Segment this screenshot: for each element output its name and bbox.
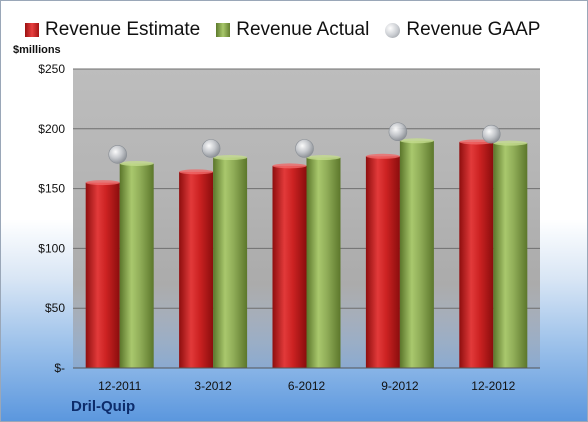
- x-tick-label: 12-2011: [98, 379, 141, 393]
- y-tick-label: $200: [38, 122, 65, 136]
- bar-estimate: [85, 182, 120, 368]
- bar-estimate-cap: [272, 163, 307, 169]
- y-tick-label: $150: [38, 182, 65, 196]
- bar-actual-cap: [306, 155, 341, 161]
- x-tick-label: 12-2012: [471, 379, 515, 393]
- gaap-marker: [108, 145, 127, 164]
- bar-actual: [493, 143, 528, 368]
- bar-actual-cap: [493, 140, 528, 146]
- bar-actual: [119, 163, 154, 368]
- bar-estimate-cap: [179, 169, 214, 175]
- bar-estimate-cap: [85, 180, 120, 186]
- gaap-marker: [201, 139, 221, 158]
- y-axis-ticks: $- $50 $100 $150 $200 $250: [38, 62, 65, 375]
- gaap-marker: [295, 139, 314, 158]
- y-tick-label: $100: [38, 241, 65, 255]
- legend-item-estimate: Revenue Estimate: [25, 19, 200, 41]
- legend-label-gaap: Revenue GAAP: [406, 19, 541, 40]
- gaap-marker: [481, 124, 501, 144]
- x-tick-label: 6-2012: [288, 379, 326, 393]
- bar-estimate: [272, 165, 307, 368]
- legend-label-actual: Revenue Actual: [236, 19, 370, 40]
- bar-actual-cap: [213, 155, 248, 161]
- legend-swatch-actual: [216, 23, 231, 37]
- y-tick-label: $50: [45, 301, 65, 315]
- bars: [85, 138, 528, 368]
- legend-swatch-estimate: [25, 23, 39, 37]
- bar-estimate: [365, 156, 400, 368]
- bar-actual-cap: [399, 138, 434, 144]
- bar-actual: [399, 140, 434, 368]
- bar-actual: [306, 157, 341, 368]
- bar-estimate: [179, 171, 214, 368]
- legend-label-estimate: Revenue Estimate: [45, 19, 201, 40]
- x-tick-label: 9-2012: [381, 379, 419, 393]
- y-axis-unit-label: $millions: [13, 44, 61, 56]
- legend: Revenue Estimate Revenue Actual Revenue …: [25, 17, 556, 43]
- bar-estimate: [459, 141, 494, 368]
- legend-item-gaap: Revenue GAAP: [385, 19, 540, 41]
- y-tick-label: $-: [54, 361, 65, 375]
- company-label: Dril-Quip: [71, 398, 136, 415]
- y-tick-label: $250: [38, 62, 65, 76]
- legend-item-actual: Revenue Actual: [216, 19, 369, 41]
- x-tick-label: 3-2012: [194, 379, 232, 393]
- bar-estimate-cap: [365, 153, 400, 159]
- gaap-marker: [388, 122, 408, 142]
- legend-marker-gaap: [385, 22, 401, 38]
- bar-actual-cap: [119, 160, 154, 166]
- x-axis-ticks: 12-2011 3-2012 6-2012 9-2012 12-2012: [98, 379, 516, 393]
- bar-actual: [213, 157, 248, 368]
- gaap-markers: [108, 122, 501, 164]
